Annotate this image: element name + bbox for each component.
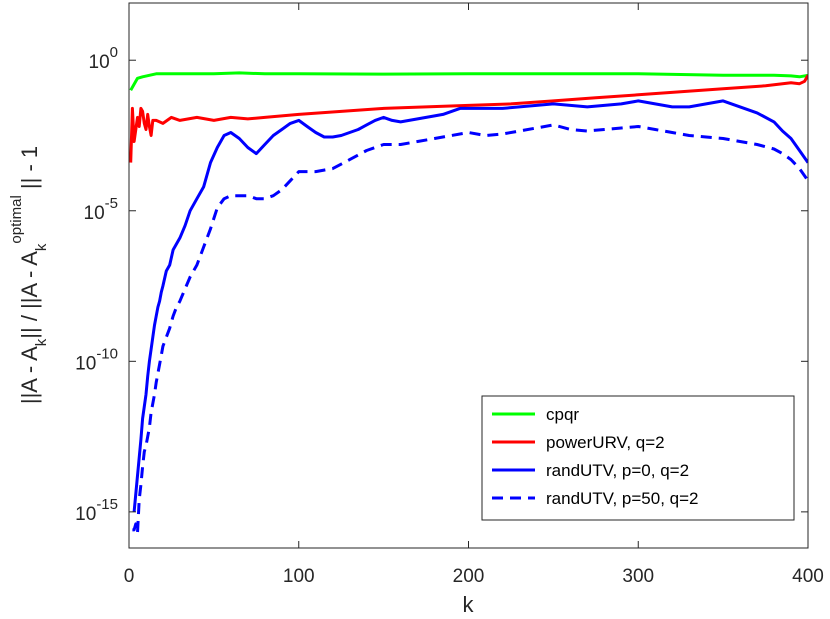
legend-label: randUTV, p=0, q=2 — [546, 461, 689, 480]
legend: cpqr powerURV, q=2 randUTV, p=0, q=2 randUT… — [481, 395, 795, 521]
legend-label: cpqr — [546, 405, 579, 424]
series-layer — [129, 71, 808, 535]
x-tick-label: 0 — [124, 566, 135, 587]
ticks-layer — [128, 3, 809, 548]
legend-label: powerURV, q=2 — [546, 433, 665, 452]
x-tick-label: 100 — [283, 566, 315, 587]
x-tick-label: 300 — [622, 566, 654, 587]
series-line-3 — [132, 99, 808, 513]
x-tick-label: 400 — [792, 566, 824, 587]
y-tick-label: 10-15 — [75, 496, 118, 525]
series-line-4 — [132, 123, 808, 535]
series-line-2 — [129, 74, 808, 163]
y-tick-label: 10-10 — [75, 345, 118, 374]
y-axis-label: ||A - Ak|| / ||A - Akoptimal || - 1 — [8, 146, 50, 404]
x-axis-label: k — [463, 592, 475, 617]
series-line-1 — [129, 71, 808, 92]
y-tick-label: 100 — [89, 44, 118, 73]
y-tick-label: 10-5 — [84, 195, 118, 224]
x-tick-label: 200 — [453, 566, 485, 587]
legend-label: randUTV, p=50, q=2 — [546, 489, 699, 508]
